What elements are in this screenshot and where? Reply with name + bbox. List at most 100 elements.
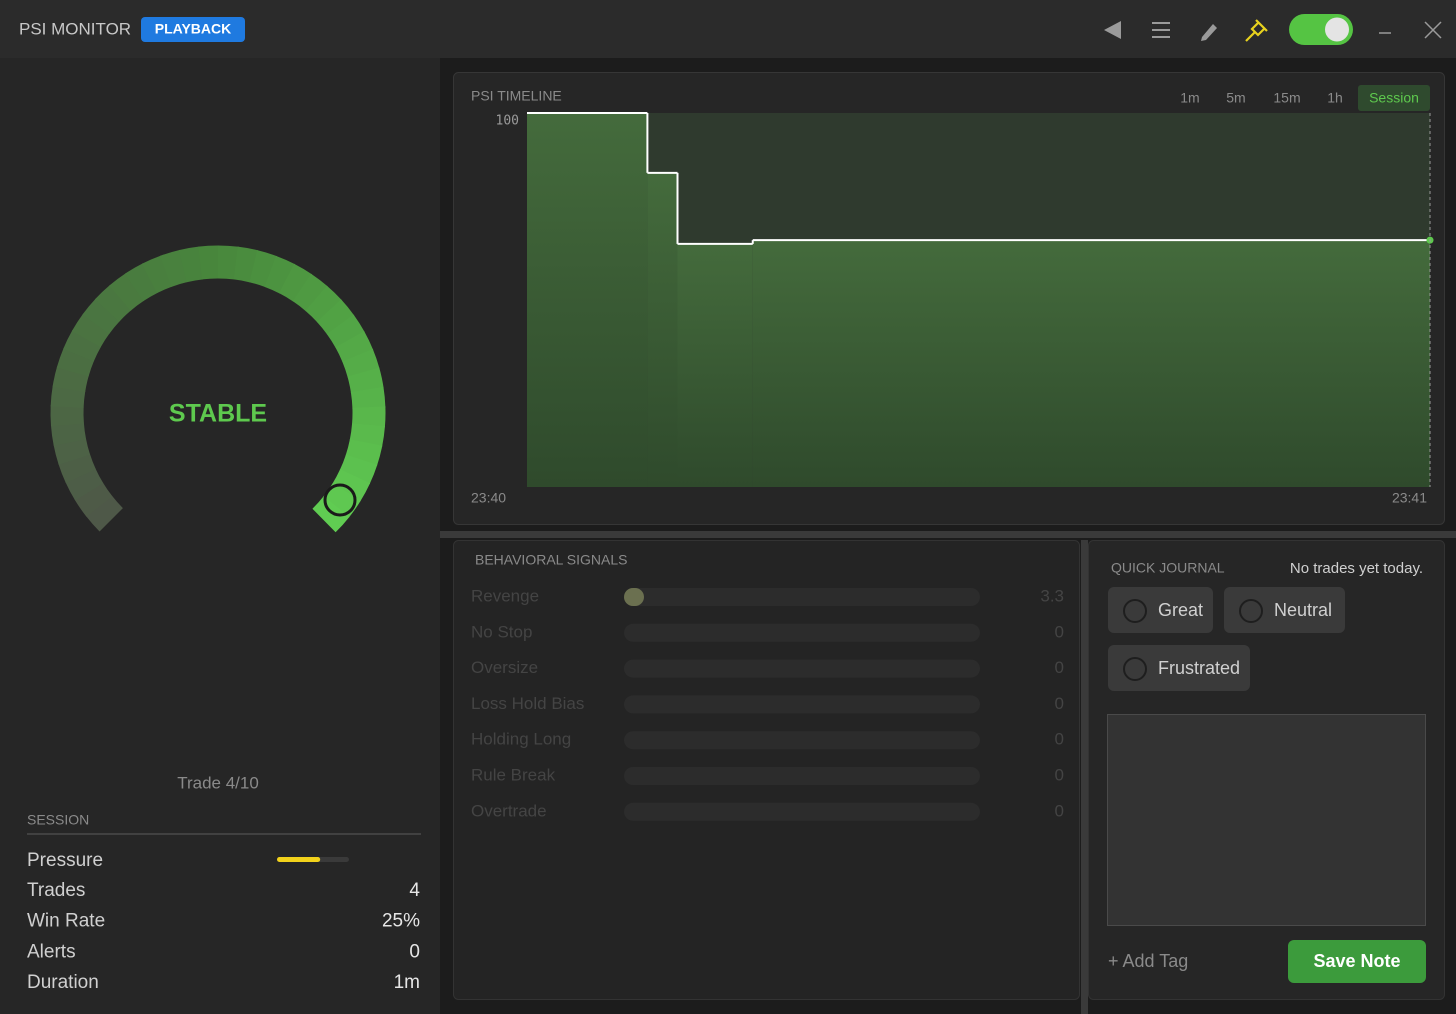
app-title: PSI MONITOR (19, 19, 131, 38)
gauge-knob (323, 483, 357, 517)
signal-label: Overtrade (471, 801, 547, 820)
area-step (527, 113, 648, 487)
note-input[interactable] (1107, 714, 1426, 926)
mood-label[interactable]: Neutral (1274, 600, 1332, 620)
signal-label: Rule Break (471, 765, 556, 784)
stat-value: 25% (382, 911, 420, 932)
splitter (440, 531, 1456, 538)
toggle-knob (1325, 17, 1349, 42)
mood-icon (1239, 599, 1263, 623)
gauge-segment (326, 314, 365, 349)
signal-value: 0 (1055, 694, 1064, 713)
gauge-segment (217, 245, 239, 280)
gauge-segment (58, 453, 96, 484)
add-tag[interactable]: + Add Tag (1108, 951, 1188, 971)
range-active-bg[interactable] (1358, 85, 1430, 111)
stat-value: 0 (409, 941, 420, 962)
section-title: SESSION (27, 812, 89, 828)
signal-bar (624, 588, 644, 606)
session-stats: Trades 4 Win Rate 25% Alerts 0 Duration 1m (27, 857, 420, 993)
mood-icon (1123, 657, 1147, 681)
badge: PLAYBACK (155, 21, 232, 37)
gauge-segment (349, 423, 385, 447)
stat-value: 1m (394, 972, 420, 993)
range-button[interactable]: 1h (1327, 90, 1343, 106)
stat-label: Win Rate (27, 911, 105, 932)
stat-label: Pressure (27, 850, 103, 871)
signal-value: 0 (1055, 730, 1064, 749)
save-label[interactable]: Save Note (1313, 951, 1400, 971)
signal-value: 0 (1055, 658, 1064, 677)
gauge-segment (264, 255, 296, 294)
gauge-segment (52, 366, 89, 393)
mood-icon (1123, 599, 1147, 623)
gauge-segment (124, 263, 158, 302)
gauge-segment (351, 406, 386, 428)
gauge-segment (141, 255, 173, 294)
left-panel (0, 58, 440, 1014)
gauge-segment (56, 347, 95, 377)
signal-track (624, 695, 980, 714)
range-button[interactable]: 1m (1180, 90, 1199, 106)
signal-track (624, 588, 980, 606)
mood-label[interactable]: Great (1158, 600, 1203, 620)
gauge-segment (74, 482, 113, 517)
signal-track (624, 802, 980, 821)
gauge-status: STABLE (169, 400, 267, 428)
signal-track (624, 623, 980, 642)
splitter (1081, 540, 1088, 1014)
gauge-segment (316, 299, 355, 335)
signal-track (624, 659, 980, 678)
gauge-segment (335, 331, 374, 363)
edit-icon[interactable] (1201, 24, 1217, 41)
gauge-segment (345, 439, 383, 466)
gauge-segment (71, 313, 110, 348)
mood-button[interactable] (1108, 645, 1250, 691)
badge-bg (141, 17, 245, 42)
signals-list: Revenge 3.3 No Stop 0 Oversize 0 Loss Hold Bia… (471, 586, 1064, 821)
gauge-segment (342, 348, 380, 378)
signal-label: Revenge (471, 586, 539, 605)
area-step (677, 243, 753, 487)
panel-title: QUICK JOURNAL (1111, 560, 1225, 576)
y-tick-label: 100 (496, 114, 519, 129)
signal-label: Oversize (471, 658, 538, 677)
gauge-segment (198, 245, 220, 280)
area-step (752, 240, 1430, 487)
signal-value: 0 (1055, 801, 1064, 820)
range-button[interactable]: 15m (1273, 90, 1300, 106)
panel-title: BEHAVIORAL SIGNALS (475, 552, 628, 568)
trade-counter: Trade 4/10 (177, 773, 259, 792)
range-button[interactable]: Session (1369, 90, 1419, 106)
gauge-segment (350, 386, 386, 409)
signal-value: 3.3 (1040, 586, 1064, 605)
stat-label: Trades (27, 880, 85, 901)
signal-label: Holding Long (471, 730, 571, 749)
back-icon[interactable] (1104, 21, 1121, 39)
signal-label: No Stop (471, 622, 532, 641)
close[interactable] (1424, 21, 1442, 39)
menu-icon[interactable] (1152, 22, 1170, 38)
gauge-segment (160, 249, 188, 287)
signal-track (624, 731, 980, 750)
signal-value: 0 (1055, 622, 1064, 641)
mood-buttons: Great Neutral Frustrated (1108, 587, 1345, 691)
gauge-segment (347, 367, 384, 394)
gauge-segment (305, 285, 342, 323)
gauge-segment (95, 284, 132, 322)
range-button[interactable]: 5m (1226, 90, 1245, 106)
gauge-segment (278, 263, 313, 302)
area-step (647, 172, 678, 487)
gauge-segment (312, 496, 350, 533)
panel-title: PSI TIMELINE (471, 88, 562, 104)
gauge-segment (65, 468, 104, 501)
gauge-segment (178, 246, 204, 283)
pin-icon[interactable] (1245, 19, 1268, 42)
mood-label[interactable]: Frustrated (1158, 658, 1240, 678)
gauge-segment (322, 483, 361, 518)
signal-value: 0 (1055, 765, 1064, 784)
save-button[interactable] (1288, 940, 1426, 983)
stat-label: Duration (27, 972, 99, 993)
stat-label: Alerts (27, 941, 76, 962)
timeline-chart: 100 23:40 23:41 1m 5m 15m 1h Session (471, 85, 1434, 506)
